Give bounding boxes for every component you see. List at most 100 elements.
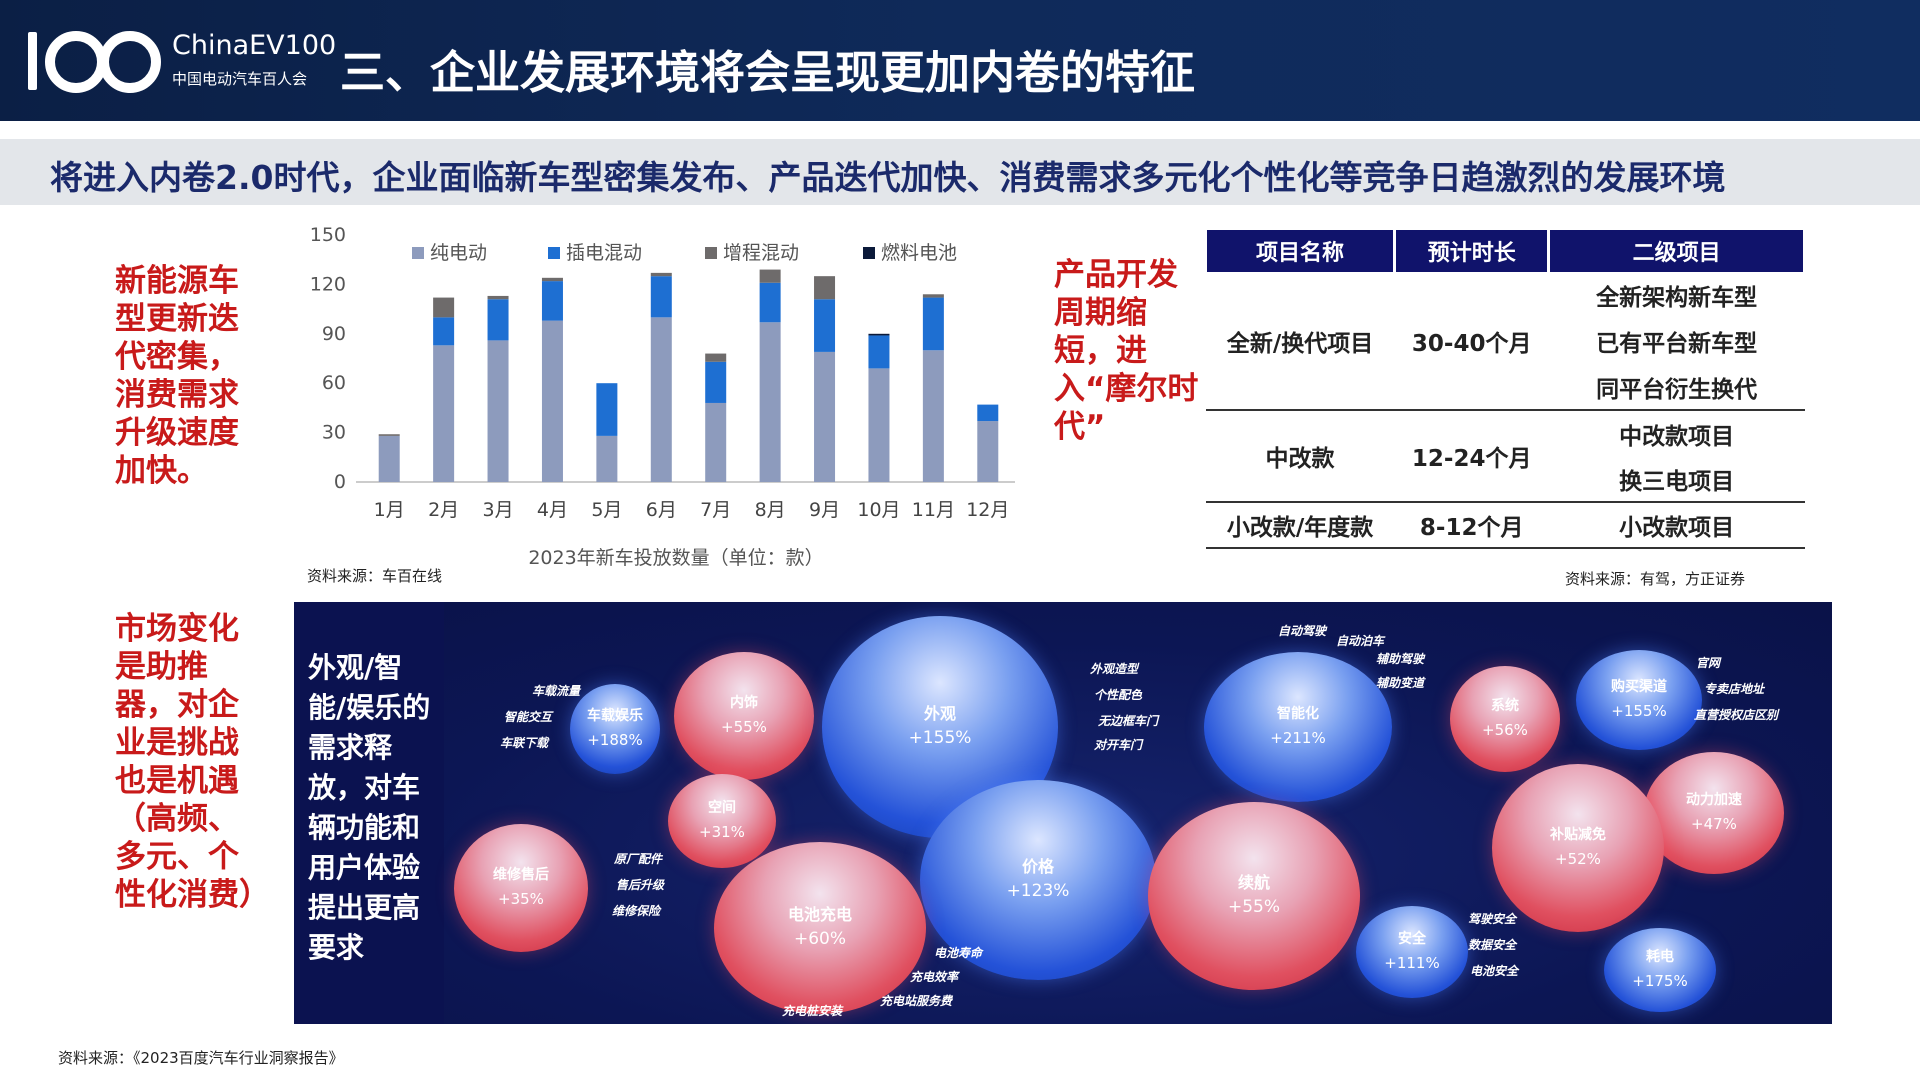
page-title: 三、企业发展环境将会呈现更加内卷的特征 bbox=[340, 46, 1196, 99]
group-duration: 8-12个月 bbox=[1394, 502, 1549, 549]
bubble-safety: 安全 +111% bbox=[1356, 906, 1468, 998]
y-tick-label: 120 bbox=[310, 273, 346, 295]
bubble-battery-charging: 电池充电 +60% bbox=[714, 842, 926, 1014]
group-duration: 30-40个月 bbox=[1394, 272, 1549, 411]
bubble-value: +211% bbox=[1270, 729, 1326, 747]
bar-segment-插电混动 bbox=[487, 299, 509, 341]
bar-segment-纯电动 bbox=[814, 351, 836, 482]
bubble-intelligence: 智能化 +211% bbox=[1204, 652, 1392, 802]
tag-label: 自动泊车 bbox=[1336, 634, 1385, 648]
legend-swatch bbox=[863, 247, 875, 259]
table-source: 资料来源：有驾，方正证券 bbox=[1565, 570, 1746, 588]
bar-segment-纯电动 bbox=[922, 350, 944, 482]
bar-segment-增程混动 bbox=[814, 276, 836, 300]
group-duration: 12-24个月 bbox=[1394, 410, 1549, 503]
bubble-label: 空间 bbox=[708, 800, 736, 816]
bar-segment-纯电动 bbox=[541, 320, 563, 482]
x-tick-label: 10月 bbox=[857, 499, 900, 521]
bar-segment-插电混动 bbox=[868, 335, 890, 369]
bar-segment-纯电动 bbox=[759, 322, 781, 482]
sub-item: 中改款项目 bbox=[1619, 423, 1735, 450]
x-axis-title: 2023年新车投放数量（单位：款） bbox=[528, 547, 823, 569]
bubble-interior: 内饰 +55% bbox=[674, 652, 814, 780]
new-model-bar-chart: 0 30 60 90 120 150 1月 2月 3月 4月 5月 6月 7月 8月 9月 10月 11月 12月… bbox=[290, 215, 1030, 575]
bar-segment-增程混动 bbox=[759, 269, 781, 283]
tag-label: 官网 bbox=[1696, 656, 1721, 670]
group-name: 全新/换代项目 bbox=[1205, 272, 1395, 411]
bar-segment-增程混动 bbox=[541, 277, 563, 282]
x-tick-label: 2月 bbox=[428, 499, 459, 521]
tag-label: 个性配色 bbox=[1094, 688, 1143, 702]
bubble-label: 内饰 bbox=[730, 695, 758, 711]
x-tick-label: 7月 bbox=[700, 499, 731, 521]
group-name: 中改款 bbox=[1205, 410, 1395, 503]
tag-label: 智能交互 bbox=[504, 710, 553, 724]
bubble-energy-consumption: 耗电 +175% bbox=[1604, 928, 1716, 1012]
bubble-space: 空间 +31% bbox=[668, 774, 776, 868]
bar-segment-纯电动 bbox=[487, 340, 509, 482]
bar-segment-纯电动 bbox=[433, 345, 455, 482]
bar-segment-插电混动 bbox=[433, 317, 455, 346]
x-tick-label: 3月 bbox=[482, 499, 513, 521]
footer-source: 资料来源：《2023百度汽车行业洞察报告》 bbox=[58, 1049, 344, 1067]
sub-item: 小改款项目 bbox=[1548, 502, 1805, 549]
tag-label: 电池寿命 bbox=[934, 946, 983, 960]
legend-swatch bbox=[412, 247, 424, 259]
bubble-label: 购买渠道 bbox=[1611, 679, 1667, 695]
bar-segment-增程混动 bbox=[378, 434, 400, 436]
group-name: 小改款/年度款 bbox=[1205, 502, 1395, 549]
bubble-label: 动力加速 bbox=[1686, 792, 1742, 808]
y-tick-label: 0 bbox=[334, 471, 346, 493]
bubble-label: 智能化 bbox=[1277, 706, 1319, 722]
x-tick-label: 9月 bbox=[809, 499, 840, 521]
logo-chinese-name: 中国电动汽车百人会 bbox=[172, 70, 308, 88]
tag-label: 专卖店地址 bbox=[1704, 682, 1765, 696]
tag-label: 充电桩安装 bbox=[782, 1004, 843, 1018]
y-tick-label: 150 bbox=[310, 224, 346, 246]
table-header-row: 项目名称 预计时长 二级项目 bbox=[1203, 230, 1806, 272]
bar-segment-插电混动 bbox=[596, 383, 618, 436]
tag-label: 维修保险 bbox=[612, 904, 661, 918]
bubble-value: +52% bbox=[1555, 850, 1601, 868]
header-bar: ChinaEV100 中国电动汽车百人会 三、企业发展环境将会呈现更加内卷的特征 bbox=[0, 0, 1920, 121]
bar-segment-纯电动 bbox=[596, 435, 618, 482]
chart-source: 资料来源：车百在线 bbox=[307, 567, 443, 585]
bubble-label: 系统 bbox=[1491, 698, 1519, 714]
legend-label: 插电混动 bbox=[566, 242, 642, 264]
bubble-value: +47% bbox=[1691, 815, 1737, 833]
bubble-value: +155% bbox=[908, 728, 972, 748]
y-tick-label: 30 bbox=[322, 422, 346, 444]
bar-segment-增程混动 bbox=[705, 353, 727, 362]
table-row: 全新/换代项目 30-40个月 全新架构新车型 bbox=[1205, 272, 1805, 411]
bar-segment-纯电动 bbox=[378, 435, 400, 482]
bar-segment-插电混动 bbox=[814, 299, 836, 352]
bubble-after-sales: 维修售后 +35% bbox=[454, 824, 588, 952]
legend-label: 增程混动 bbox=[723, 242, 799, 264]
logo-100-mark bbox=[28, 31, 161, 93]
bar-segment-插电混动 bbox=[650, 276, 672, 318]
bubble-value: +31% bbox=[699, 823, 745, 841]
tag-label: 数据安全 bbox=[1468, 938, 1517, 952]
bar-segment-增程混动 bbox=[922, 294, 944, 298]
bar-segment-插电混动 bbox=[759, 282, 781, 323]
tag-label: 对开车门 bbox=[1094, 738, 1143, 752]
bubble-range: 续航 +55% bbox=[1148, 802, 1360, 990]
legend-swatch bbox=[548, 247, 560, 259]
bubble-label: 维修售后 bbox=[493, 867, 549, 883]
y-tick-label: 90 bbox=[322, 323, 346, 345]
tag-label: 充电站服务费 bbox=[880, 994, 953, 1008]
tag-label: 售后升级 bbox=[616, 878, 665, 892]
bubble-subsidy: 补贴减免 +52% bbox=[1492, 764, 1664, 932]
tag-label: 无边框车门 bbox=[1098, 714, 1159, 728]
note-dev-cycle: 产品开发周期缩短，进入“摩尔时代” bbox=[1054, 257, 1199, 445]
bar-segment-纯电动 bbox=[868, 368, 890, 482]
bar-segment-插电混动 bbox=[541, 281, 563, 321]
tag-label: 外观造型 bbox=[1090, 662, 1139, 676]
note-market-change: 市场变化是助推器，对企业是挑战也是机遇（高频、多元、个性化消费） bbox=[115, 611, 270, 913]
sub-item: 全新架构新车型 bbox=[1596, 285, 1758, 311]
bubble-label: 电池充电 bbox=[787, 905, 852, 924]
bubble-value: +56% bbox=[1482, 721, 1528, 739]
project-duration-table: 项目名称 预计时长 二级项目 全新/换代项目 30-40个月 全新架构新车型 已… bbox=[1203, 230, 1806, 549]
tag-label: 原厂配件 bbox=[614, 852, 663, 866]
table-row: 换三电项目 bbox=[1206, 456, 1805, 503]
